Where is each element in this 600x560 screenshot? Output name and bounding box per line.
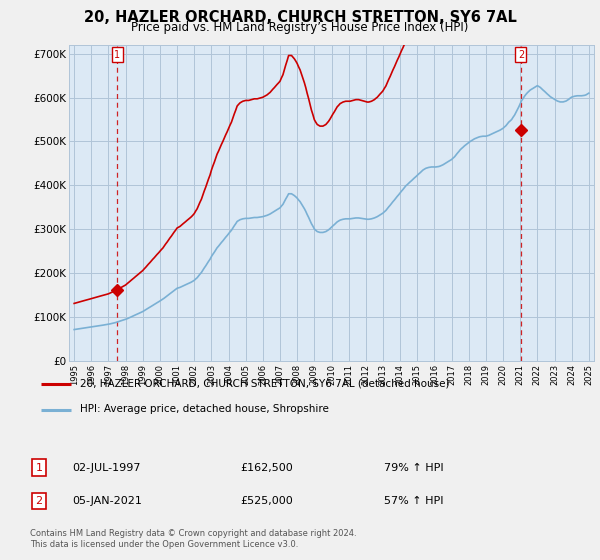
Text: 20, HAZLER ORCHARD, CHURCH STRETTON, SY6 7AL: 20, HAZLER ORCHARD, CHURCH STRETTON, SY6… — [83, 10, 517, 25]
Text: Price paid vs. HM Land Registry’s House Price Index (HPI): Price paid vs. HM Land Registry’s House … — [131, 21, 469, 34]
Text: Contains HM Land Registry data © Crown copyright and database right 2024.
This d: Contains HM Land Registry data © Crown c… — [30, 529, 356, 549]
Text: 02-JUL-1997: 02-JUL-1997 — [72, 463, 140, 473]
Text: 1: 1 — [35, 463, 43, 473]
Text: 2: 2 — [35, 496, 43, 506]
Text: 05-JAN-2021: 05-JAN-2021 — [72, 496, 142, 506]
Text: £162,500: £162,500 — [240, 463, 293, 473]
Text: 79% ↑ HPI: 79% ↑ HPI — [384, 463, 443, 473]
Text: £525,000: £525,000 — [240, 496, 293, 506]
Text: 2: 2 — [518, 49, 524, 59]
Text: HPI: Average price, detached house, Shropshire: HPI: Average price, detached house, Shro… — [80, 404, 329, 414]
Text: 20, HAZLER ORCHARD, CHURCH STRETTON, SY6 7AL (detached house): 20, HAZLER ORCHARD, CHURCH STRETTON, SY6… — [80, 379, 449, 389]
Text: 57% ↑ HPI: 57% ↑ HPI — [384, 496, 443, 506]
Text: 1: 1 — [114, 49, 120, 59]
